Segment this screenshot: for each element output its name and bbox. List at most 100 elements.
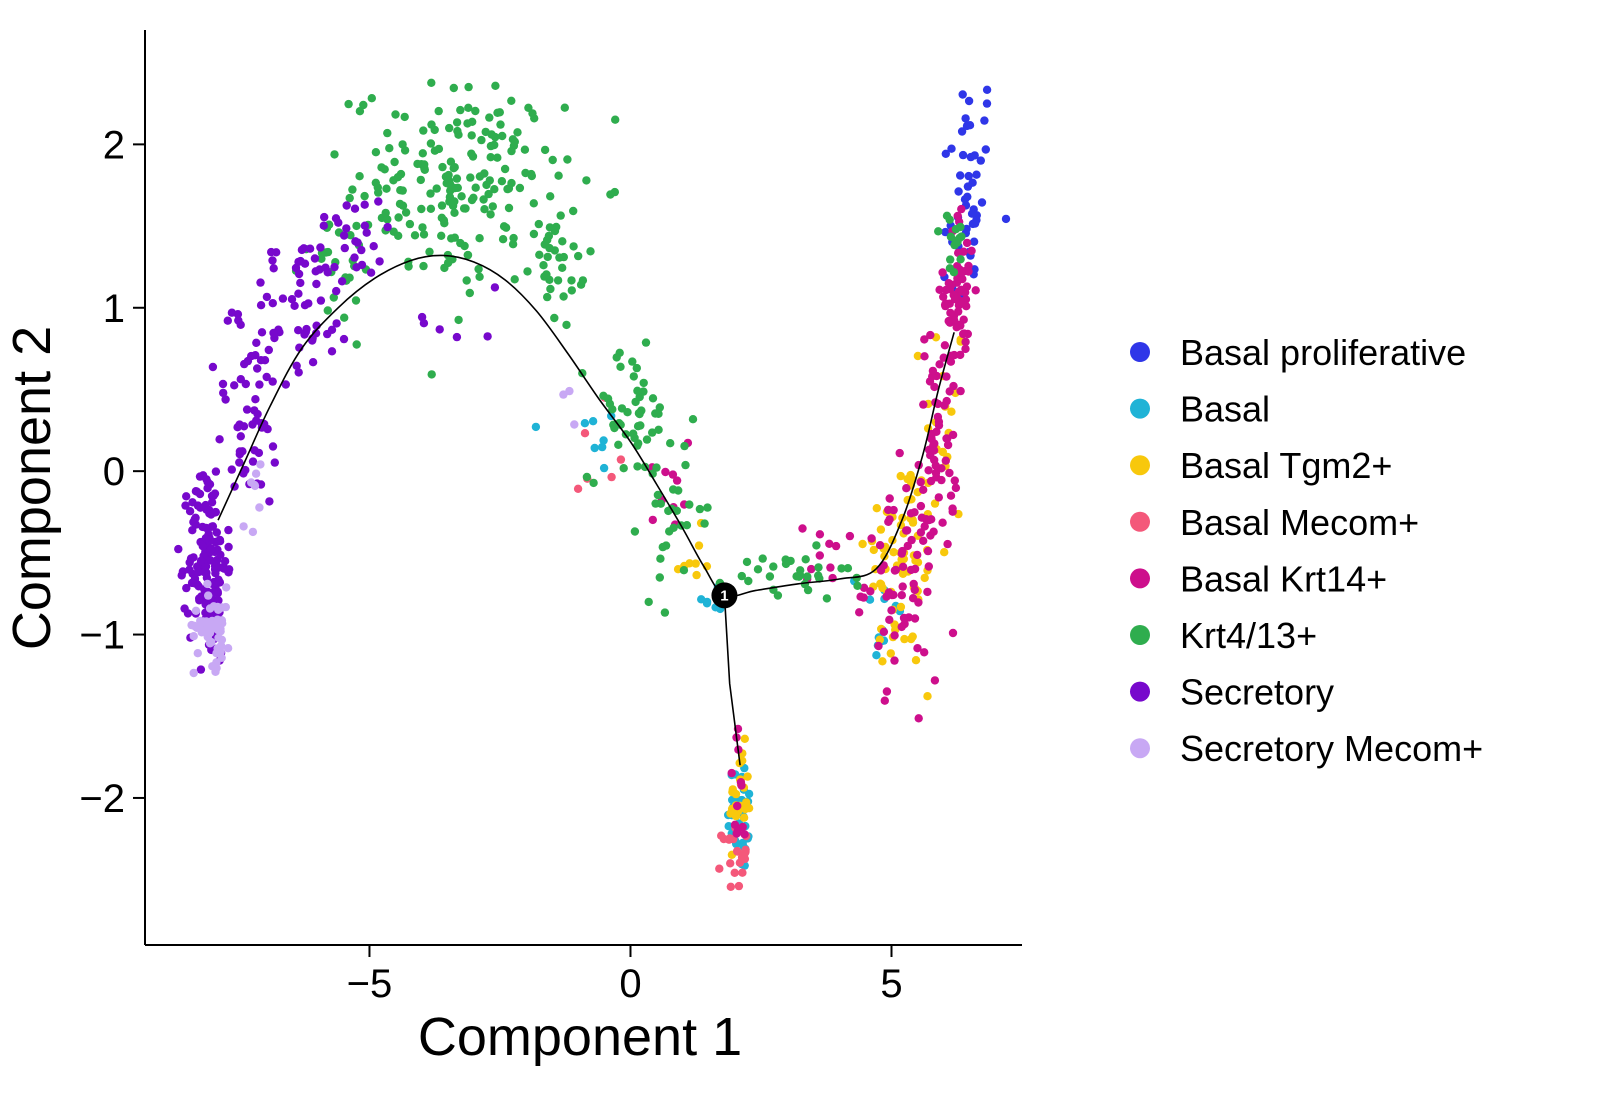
data-point [934,227,943,236]
data-point [529,229,539,239]
data-point [939,292,948,301]
legend-item: Basal Tgm2+ [1130,445,1392,486]
data-point [331,214,341,223]
data-point [927,515,936,524]
data-point [740,830,749,839]
data-point [633,462,642,471]
data-point [467,131,476,140]
y-tick-label: 1 [103,287,125,331]
data-point [360,191,369,201]
data-point [417,312,427,322]
data-point [715,864,724,873]
data-point [902,526,911,535]
data-point [248,527,258,537]
data-point [910,508,919,517]
data-point [944,316,953,326]
series-basal-proliferative [940,85,1011,303]
data-point [610,423,619,433]
data-point [215,535,225,545]
data-point [563,155,572,164]
data-point [520,145,530,154]
data-point [493,153,502,162]
data-point [726,809,735,818]
data-point [644,597,653,607]
data-point [913,644,922,653]
data-point [471,183,480,192]
data-point [938,268,947,277]
data-point [738,868,747,877]
data-point [396,186,405,195]
data-point [837,564,846,573]
data-point [739,813,749,822]
data-point [304,299,313,308]
data-point [177,571,186,580]
data-point [654,409,663,418]
data-point [962,238,972,248]
data-point [294,269,304,279]
data-point [590,443,599,453]
data-point [269,328,278,338]
data-point [981,145,990,154]
data-point [475,172,485,181]
data-point [355,107,365,116]
data-point [956,171,965,180]
data-point [660,608,670,617]
data-point [969,237,979,246]
data-point [653,490,663,500]
data-point [187,578,197,588]
data-point [400,146,410,155]
data-point [305,244,315,253]
data-point [548,155,557,165]
data-point [619,464,628,473]
data-point [507,96,516,106]
data-point [207,544,216,553]
data-point [815,530,825,539]
data-point [217,653,226,662]
data-point [666,439,675,448]
data-point [773,591,783,600]
legend-label: Basal Krt14+ [1180,558,1387,599]
legend-marker [1130,625,1150,645]
data-point [900,634,909,644]
data-point [845,531,855,541]
data-point [234,316,243,325]
legend-marker [1130,342,1150,362]
data-point [296,278,305,288]
data-point [875,635,884,644]
data-point [196,665,206,674]
data-point [380,165,389,174]
data-point [616,455,626,464]
x-ticks: −5 0 5 [347,945,903,1006]
data-point [498,235,508,244]
data-point [957,204,966,214]
legend-item: Basal Krt14+ [1130,558,1387,599]
data-point [607,472,616,482]
data-point [728,785,737,794]
data-point [913,550,922,560]
legend-item: Basal [1130,389,1270,430]
data-point [225,565,234,574]
data-point [352,263,361,272]
data-point [959,329,968,339]
data-point [655,403,664,412]
data-point [546,284,555,294]
data-point [957,127,967,136]
data-point [831,541,841,551]
data-point [724,835,734,844]
data-point [692,570,701,580]
data-point [394,213,403,222]
data-point [464,82,473,92]
data-point [852,573,861,583]
data-point [938,518,947,527]
data-point [452,332,462,342]
data-point [931,468,941,478]
data-point [463,250,473,260]
legend-label: Basal Tgm2+ [1180,445,1392,486]
data-point [688,415,698,424]
data-point [934,421,944,430]
data-point [648,394,658,403]
data-point [971,286,980,295]
legend-marker [1130,681,1150,702]
data-point [320,212,329,222]
data-point [216,641,226,650]
